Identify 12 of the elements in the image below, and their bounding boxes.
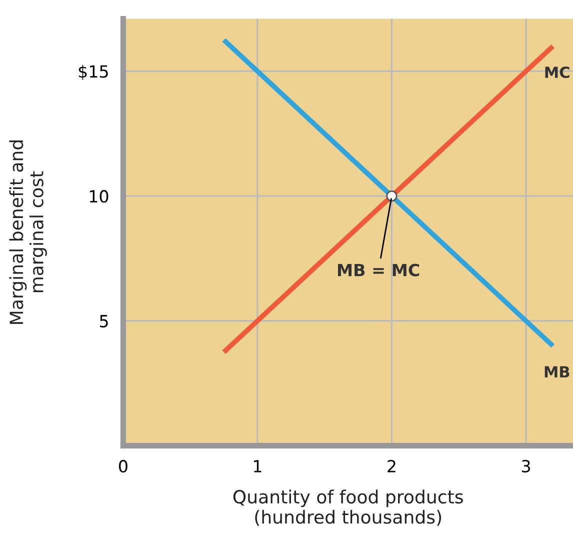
x-tick-label: 2 (388, 460, 396, 472)
x-tick-label: 3 (522, 460, 530, 472)
series-label: MC (545, 66, 570, 78)
x-tick-label: 1 (254, 460, 262, 472)
series-label: MB (544, 366, 570, 378)
x-tick-label: 0 (118, 460, 128, 472)
annotation: MB = MC (338, 264, 420, 276)
y-tick-label: 10 (90, 190, 108, 203)
y-tick-label: $15 (78, 64, 108, 80)
y-tick-label: 5 (100, 315, 108, 328)
y-axis-title: Marginal benefit and marginal cost (9, 140, 47, 324)
x-axis-title: Quantity of food products (hundred thousands) (233, 490, 463, 526)
